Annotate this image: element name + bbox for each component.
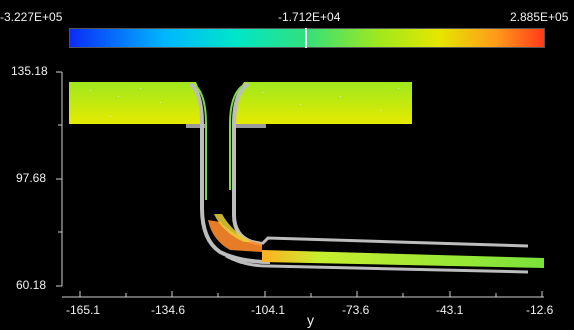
outflow-wall-upper (260, 236, 529, 248)
x-tick-label-1: -165.1 (66, 303, 101, 317)
y-tick-label-mid: 97.68 (16, 171, 47, 185)
outflow-wall-lower (225, 254, 529, 274)
x-tick-label-6: -12.6 (526, 303, 554, 317)
channel-flow-left (195, 85, 207, 200)
y-tick-label-top: 135.18 (11, 64, 48, 78)
channel-wall-left (188, 82, 271, 264)
y-axis-ticks (56, 71, 62, 287)
x-tick-label-3: -104.1 (251, 303, 286, 317)
intake-void (196, 82, 244, 124)
x-axis-ticks (79, 291, 543, 297)
colorbar (69, 28, 545, 48)
reservoir-wall-left (186, 124, 206, 128)
channel-flow-right (229, 85, 243, 190)
reservoir-wall-right (236, 124, 266, 128)
reservoir-mesh-dots (90, 88, 399, 117)
colorbar-mid-label: -1.712E+04 (278, 10, 341, 24)
x-tick-label-5: -43.1 (436, 303, 464, 317)
colorbar-max-label: 2.885E+05 (510, 10, 569, 24)
colorbar-min-label: -3.227E+05 (0, 10, 63, 24)
colorbar-mid-marker (305, 28, 307, 48)
bend-warm-zone (214, 214, 252, 242)
x-axis-label: y (307, 312, 314, 328)
x-tick-label-2: -134.6 (151, 303, 186, 317)
x-tick-label-4: -73.6 (342, 303, 370, 317)
outflow-region (262, 250, 544, 268)
y-tick-label-bottom: 60.18 (16, 278, 47, 292)
